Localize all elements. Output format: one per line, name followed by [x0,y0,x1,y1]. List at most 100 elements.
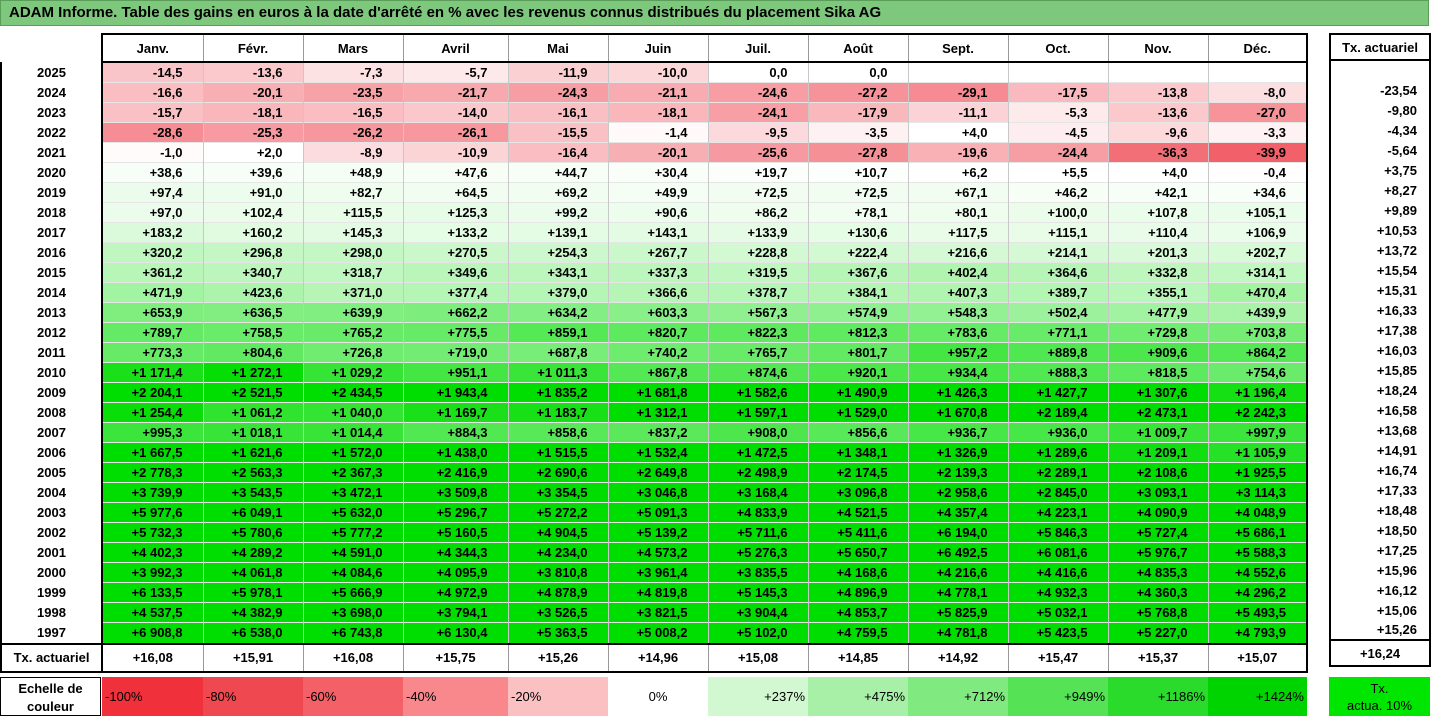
gain-cell: +1 289,6 [1007,442,1108,463]
gain-cell: +5 846,3 [1007,522,1108,543]
gain-cell: +105,1 [1207,202,1308,223]
gain-cell: +3 526,5 [507,602,608,623]
table-row: 2017 +183,2 +160,2 +145,3 +133,2 +139,1 +143,1… [0,222,1308,243]
gain-cell: +1 472,5 [707,442,808,463]
gain-cell: -9,6 [1107,122,1208,143]
gain-cell: +64,5 [402,182,508,203]
rate-row: +15,96 [1329,560,1431,580]
gain-cell: +765,2 [302,322,403,343]
gain-cell: +90,6 [607,202,708,223]
annual-rate-cell: +10,53 [1329,220,1431,240]
gain-cell: +80,1 [907,202,1008,223]
gain-cell: -17,9 [807,102,908,123]
gain-cell: -27,2 [807,82,908,103]
gain-cell: +6 049,1 [202,502,303,523]
gain-cell: +384,1 [807,282,908,303]
year-label: 2020 [0,162,103,183]
table-row: 2018 +97,0 +102,4 +115,5 +125,3 +99,2 +90,6 +86… [0,202,1308,223]
report-title: ADAM Informe. Table des gains en euros à… [0,0,1429,26]
gain-cell: +102,4 [202,202,303,223]
table-row: 2001 +4 402,3 +4 289,2 +4 591,0 +4 344,3 +4 2… [0,542,1308,563]
gain-cell: +183,2 [101,222,203,243]
gain-cell: +3 354,5 [507,482,608,503]
monthly-rate-cell: +15,07 [1207,642,1308,673]
gain-cell: +5 825,9 [907,602,1008,623]
gain-cell: +1 183,7 [507,402,608,423]
gain-cell: +804,6 [202,342,303,363]
color-scale-label-line2: couleur [27,699,74,714]
gain-cell: -26,1 [402,122,508,143]
gain-cell: -0,4 [1207,162,1308,183]
annual-rate-cell: +8,27 [1329,180,1431,200]
gain-cell: -8,0 [1207,82,1308,103]
gain-cell: +30,4 [607,162,708,183]
gain-cell: +2 434,5 [302,382,403,403]
gain-cell: +773,3 [101,342,203,363]
gain-cell: +402,4 [907,262,1008,283]
gain-cell: +5 363,5 [507,622,608,644]
gain-cell: +6 133,5 [101,582,203,603]
monthly-rate-cell: +15,37 [1107,642,1208,673]
gain-cell: +2 242,3 [1207,402,1308,423]
gain-cell: +2 139,3 [907,462,1008,483]
gain-cell: -10,9 [402,142,508,163]
rate-row: -4,34 [1329,120,1431,140]
gain-cell: -14,5 [101,61,203,83]
monthly-rate-cell: +15,08 [707,642,808,673]
gain-cell: +1 169,7 [402,402,508,423]
rate-row: +8,27 [1329,180,1431,200]
gain-cell: +6 130,4 [402,622,508,644]
year-label: 2022 [0,122,103,143]
year-label: 2009 [0,382,103,403]
gain-cell: +5 686,1 [1207,522,1308,543]
gain-cell: +1 029,2 [302,362,403,383]
gain-cell: +38,6 [101,162,203,183]
annual-rate-cell: -23,54 [1329,80,1431,100]
gain-cell: 0,0 [807,61,908,83]
color-scale-stop: +712% [908,677,1008,716]
gain-cell: +4 223,1 [1007,502,1108,523]
gain-cell: +78,1 [807,202,908,223]
gain-cell: +343,1 [507,262,608,283]
month-header: Juil. [707,33,808,63]
rate-row [1329,60,1431,80]
gain-cell: +97,0 [101,202,203,223]
gain-cell: -7,3 [302,61,403,83]
gain-cell: +1 597,1 [707,402,808,423]
gain-cell: +3 509,8 [402,482,508,503]
gain-cell: -10,0 [607,61,708,83]
table-row: 2013 +653,9 +636,5 +639,9 +662,2 +634,2 +603,3… [0,302,1308,323]
gain-cell: +567,3 [707,302,808,323]
rate-row: +17,25 [1329,540,1431,560]
gain-cell: +1 040,0 [302,402,403,423]
gain-cell: +771,1 [1007,322,1108,343]
gain-cell: -13,8 [1107,82,1208,103]
rate-row: +18,24 [1329,380,1431,400]
year-label: 2024 [0,82,103,103]
color-scale-stop: -20% [508,677,608,716]
gain-cell: +377,4 [402,282,508,303]
gain-cell: -39,9 [1207,142,1308,163]
annual-rate-table: Tx. actuariel -23,54 -9,80 -4,34 -5,64 +3,75… [1329,33,1431,667]
annual-rate-cell: +14,91 [1329,440,1431,460]
rate-row: +14,91 [1329,440,1431,460]
gain-cell: +125,3 [402,202,508,223]
gain-cell: -14,0 [402,102,508,123]
year-label: 2004 [0,482,103,503]
table-row: 2010 +1 171,4 +1 272,1 +1 029,2 +951,1 +1 011… [0,362,1308,383]
gain-cell: +726,8 [302,342,403,363]
gain-cell: +318,7 [302,262,403,283]
table-row: 1998 +4 537,5 +4 382,9 +3 698,0 +3 794,1 +3 5… [0,602,1308,623]
rate-row: +15,31 [1329,280,1431,300]
rate-row: -23,54 [1329,80,1431,100]
gain-cell: +2 189,4 [1007,402,1108,423]
gain-cell: +1 943,4 [402,382,508,403]
gain-cell: +5 296,7 [402,502,508,523]
gain-cell: +1 572,0 [302,442,403,463]
table-row: 2022 -28,6 -25,3 -26,2 -26,1 -15,5 -1,4 -9,5 -3,… [0,122,1308,143]
gain-cell: +2 563,3 [202,462,303,483]
gain-cell: +874,6 [707,362,808,383]
gain-cell: +4 537,5 [101,602,203,623]
gain-cell: +765,7 [707,342,808,363]
gain-cell: +5,5 [1007,162,1108,183]
